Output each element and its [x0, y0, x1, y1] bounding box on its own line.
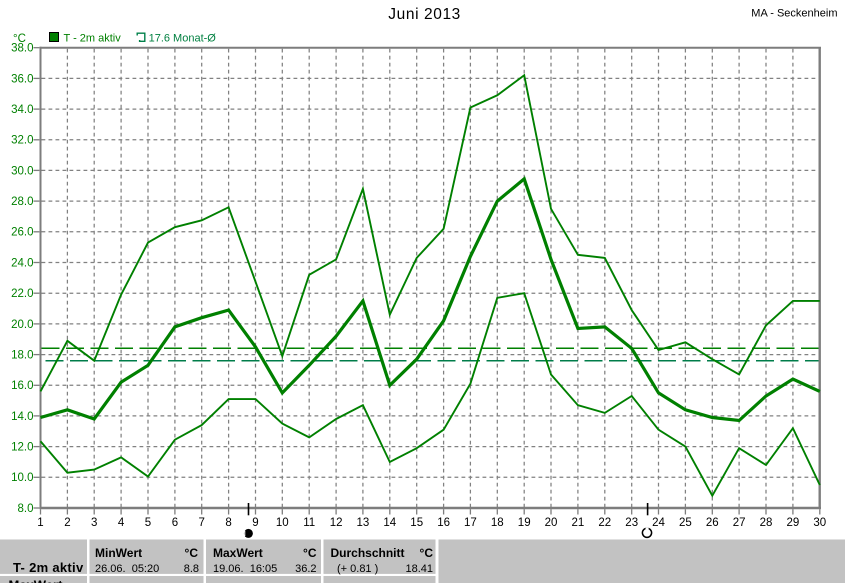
svg-text:36.0: 36.0 — [11, 73, 33, 85]
svg-text:14: 14 — [383, 517, 396, 529]
svg-text:°C: °C — [185, 546, 199, 560]
svg-text:24: 24 — [652, 517, 665, 529]
svg-text:8: 8 — [225, 517, 231, 529]
svg-text:19.06. 16:05: 19.06. 16:05 — [213, 563, 277, 575]
svg-text:°C: °C — [303, 546, 317, 560]
svg-text:21: 21 — [572, 517, 585, 529]
svg-text:12: 12 — [330, 517, 343, 529]
svg-text:4: 4 — [118, 517, 125, 529]
svg-text:5: 5 — [145, 517, 151, 529]
svg-text:36.2: 36.2 — [295, 563, 316, 575]
svg-text:8.8: 8.8 — [184, 563, 199, 575]
svg-text:7: 7 — [198, 517, 204, 529]
svg-text:30.0: 30.0 — [11, 165, 33, 177]
svg-text:8.0: 8.0 — [18, 503, 34, 515]
svg-text:12.0: 12.0 — [11, 442, 33, 454]
svg-text:(+ 0.81 ): (+ 0.81 ) — [337, 563, 378, 575]
svg-text:28: 28 — [760, 517, 773, 529]
svg-text:25: 25 — [679, 517, 692, 529]
svg-text:15: 15 — [410, 517, 423, 529]
svg-text:29: 29 — [787, 517, 800, 529]
svg-text:18.0: 18.0 — [11, 350, 33, 362]
svg-text:28.0: 28.0 — [11, 196, 33, 208]
svg-text:16.0: 16.0 — [11, 380, 33, 392]
svg-text:Juni 2013: Juni 2013 — [388, 6, 461, 23]
svg-text:26.0: 26.0 — [11, 227, 33, 239]
svg-text:°C: °C — [13, 33, 26, 45]
svg-text:34.0: 34.0 — [11, 104, 33, 116]
svg-text:MaxWert: MaxWert — [213, 546, 263, 560]
svg-text:MaxWert: MaxWert — [9, 578, 64, 583]
svg-text:6: 6 — [172, 517, 178, 529]
svg-text:T- 2m aktiv: T- 2m aktiv — [13, 560, 84, 575]
svg-text:14.0: 14.0 — [11, 411, 33, 423]
svg-text:1: 1 — [37, 517, 43, 529]
svg-text:MinWert: MinWert — [95, 546, 142, 560]
svg-text:MA - Seckenheim: MA - Seckenheim — [751, 7, 837, 19]
svg-text:3: 3 — [91, 517, 97, 529]
svg-text:20: 20 — [545, 517, 558, 529]
svg-text:18.41: 18.41 — [405, 563, 433, 575]
svg-text:24.0: 24.0 — [11, 257, 33, 269]
svg-text:26.06. 05:20: 26.06. 05:20 — [95, 563, 159, 575]
svg-text:26: 26 — [706, 517, 719, 529]
svg-text:11: 11 — [303, 517, 315, 529]
svg-text:22: 22 — [598, 517, 611, 529]
svg-text:16: 16 — [437, 517, 450, 529]
svg-text:10: 10 — [276, 517, 289, 529]
svg-text:°C: °C — [420, 546, 434, 560]
svg-text:2: 2 — [64, 517, 70, 529]
svg-text:19: 19 — [518, 517, 531, 529]
svg-text:18: 18 — [491, 517, 504, 529]
svg-text:10.0: 10.0 — [11, 472, 33, 484]
svg-text:13: 13 — [357, 517, 370, 529]
svg-text:22.0: 22.0 — [11, 288, 33, 300]
svg-text:9: 9 — [252, 517, 258, 529]
svg-text:30: 30 — [813, 517, 826, 529]
svg-text:T - 2m aktiv: T - 2m aktiv — [64, 33, 122, 45]
svg-text:23: 23 — [625, 517, 638, 529]
svg-text:17.6 Monat-Ø: 17.6 Monat-Ø — [149, 33, 217, 45]
svg-text:Durchschnitt: Durchschnitt — [331, 546, 405, 560]
svg-text:32.0: 32.0 — [11, 135, 33, 147]
svg-text:20.0: 20.0 — [11, 319, 33, 331]
svg-text:38.0: 38.0 — [11, 43, 33, 55]
svg-text:27: 27 — [733, 517, 746, 529]
svg-text:17: 17 — [464, 517, 477, 529]
